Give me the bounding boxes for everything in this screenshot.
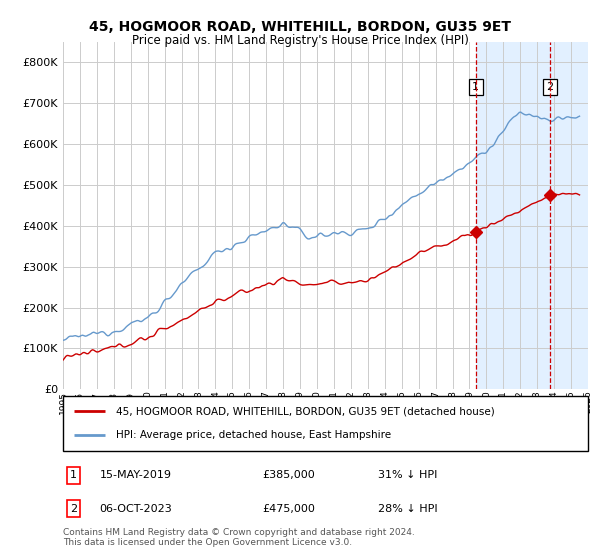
Text: 2: 2 <box>70 504 77 514</box>
Text: 2: 2 <box>547 82 554 92</box>
Text: 06-OCT-2023: 06-OCT-2023 <box>100 504 173 514</box>
Text: 15-MAY-2019: 15-MAY-2019 <box>100 470 172 480</box>
Text: 28% ↓ HPI: 28% ↓ HPI <box>378 504 437 514</box>
Text: Contains HM Land Registry data © Crown copyright and database right 2024.
This d: Contains HM Land Registry data © Crown c… <box>63 528 415 547</box>
Text: 1: 1 <box>70 470 77 480</box>
Bar <box>476 42 588 389</box>
FancyBboxPatch shape <box>63 396 588 451</box>
Text: 31% ↓ HPI: 31% ↓ HPI <box>378 470 437 480</box>
Text: 45, HOGMOOR ROAD, WHITEHILL, BORDON, GU35 9ET: 45, HOGMOOR ROAD, WHITEHILL, BORDON, GU3… <box>89 20 511 34</box>
Text: 1: 1 <box>472 82 479 92</box>
Text: £385,000: £385,000 <box>263 470 315 480</box>
Text: Price paid vs. HM Land Registry's House Price Index (HPI): Price paid vs. HM Land Registry's House … <box>131 34 469 46</box>
Text: 45, HOGMOOR ROAD, WHITEHILL, BORDON, GU35 9ET (detached house): 45, HOGMOOR ROAD, WHITEHILL, BORDON, GU3… <box>115 407 494 416</box>
Text: £475,000: £475,000 <box>263 504 316 514</box>
Text: HPI: Average price, detached house, East Hampshire: HPI: Average price, detached house, East… <box>115 431 391 440</box>
